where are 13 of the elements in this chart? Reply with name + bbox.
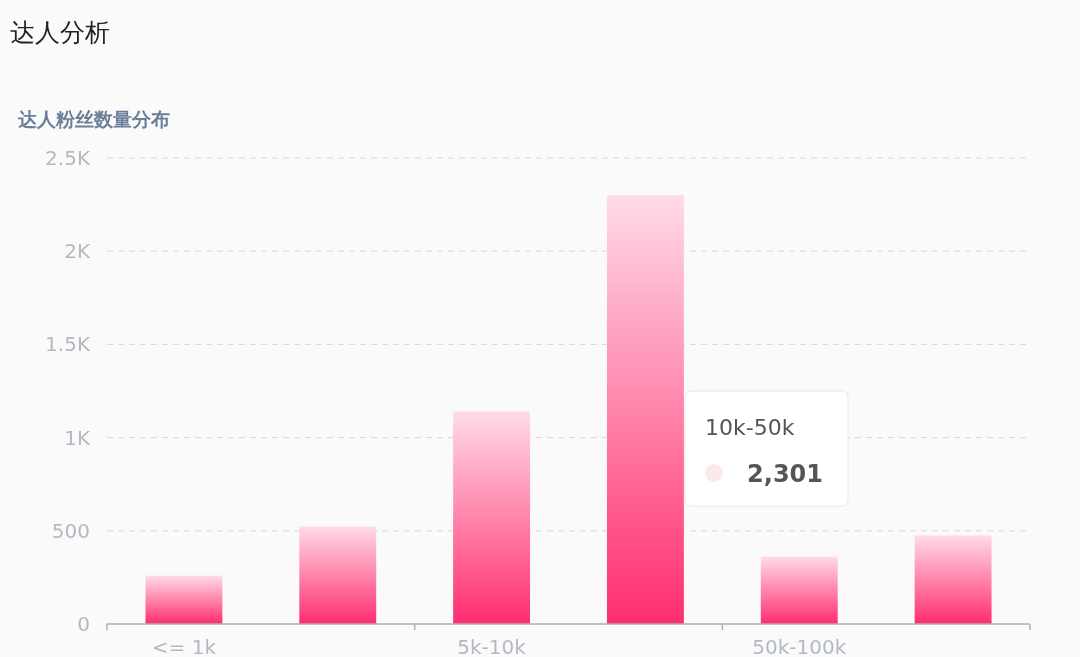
y-tick-label: 1K (64, 425, 91, 450)
x-tick-label: 5k-10k (457, 635, 527, 657)
x-tick-label: 50k-100k (752, 635, 847, 657)
y-tick-label: 2.5K (45, 146, 91, 170)
y-tick-label: 2K (64, 239, 91, 264)
annotation: 10k-50k (705, 415, 795, 440)
x-tick-label: <= 1k (151, 635, 217, 657)
chart-subtitle: 达人粉丝数量分布 (17, 108, 170, 130)
chart-title: 达人分析 (10, 18, 110, 47)
annotation: 2,301 (747, 460, 823, 488)
y-tick-label: 500 (51, 518, 90, 543)
y-tick-label: 1.5K (45, 332, 91, 357)
y-tick-label: 0 (77, 612, 90, 636)
